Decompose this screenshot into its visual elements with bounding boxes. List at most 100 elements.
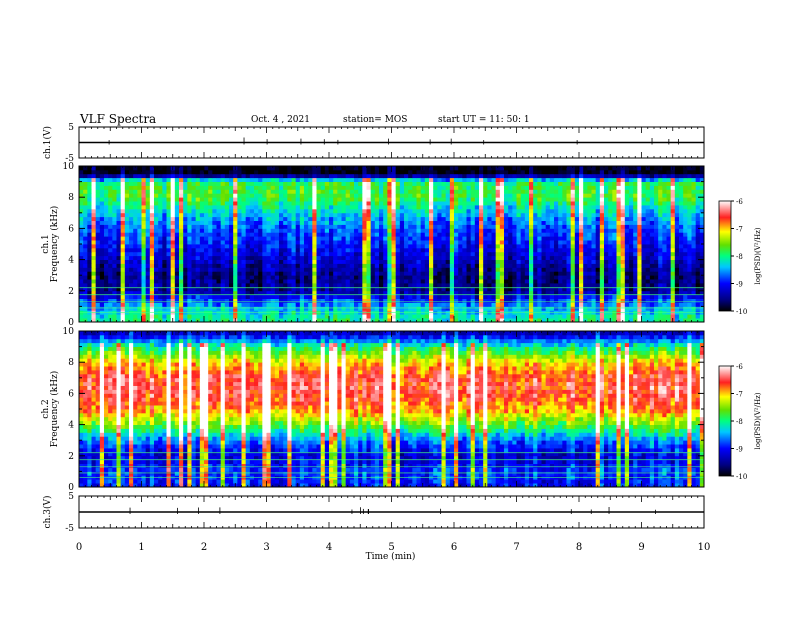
spectrogram-cell [279,264,284,268]
spectrogram-cell [308,256,313,260]
spectrogram-cell [300,279,305,283]
spectrogram-cell [671,209,676,213]
spectrogram-cell [262,279,267,283]
spectrogram-cell [171,314,176,318]
spectrogram-cell [646,283,651,287]
spectrogram-cell [425,209,430,213]
spectrogram-cell [108,283,113,287]
spectrogram-cell [412,275,417,279]
spectrogram-cell [279,213,284,217]
spectrogram-cell [546,295,551,299]
spectrogram-cell [183,201,188,205]
spectrogram-cell [458,279,463,283]
spectrogram-cell [396,217,401,221]
spectrogram-cell [117,201,122,205]
spectrogram-cell [300,256,305,260]
spectrogram-cell [500,228,505,232]
spectrogram-cell [533,197,538,201]
spectrogram-cell [479,217,484,221]
spectrogram-cell [483,252,488,256]
spectrogram-cell [483,232,488,236]
spectrogram-cell [83,209,88,213]
spectrogram-cell [229,252,234,256]
spectrogram-cell [283,267,288,271]
spectrogram-cell [433,228,438,232]
spectrogram-cell [583,314,588,318]
spectrogram-cell [450,201,455,205]
spectrogram-cell [554,197,559,201]
spectrogram-cell [383,209,388,213]
spectrogram-cell [175,213,180,217]
spectrogram-cell [642,314,647,318]
spectrogram-cell [158,225,163,229]
spectrogram-cell [375,201,380,205]
spectrogram-cell [500,264,505,268]
spectrogram-cell [221,201,226,205]
spectrogram-cell [225,236,230,240]
spectrogram-cell [333,271,338,275]
spectrogram-cell [433,252,438,256]
spectrogram-cell [112,201,117,205]
spectrogram-cell [492,197,497,201]
spectrogram-cell [129,240,134,244]
spectrogram-cell [629,232,634,236]
spectrogram-cell [646,248,651,252]
spectrogram-cell [504,232,509,236]
spectrogram-cell [367,213,372,217]
spectrogram-cell [117,244,122,248]
spectrogram-cell [608,303,613,307]
spectrogram-cell [621,303,626,307]
spectrogram-cell [304,299,309,303]
spectrogram-cell [646,279,651,283]
spectrogram-cell [525,279,530,283]
spectrogram-cell [692,303,697,307]
spectrogram-cell [146,314,151,318]
spectrogram-cell [454,303,459,307]
spectrogram-cell [558,279,563,283]
spectrogram-cell [254,244,259,248]
spectrogram-cell [517,299,522,303]
spectrogram-cell [587,232,592,236]
spectrogram-cell [292,236,297,240]
spectrogram-cell [679,213,684,217]
spectrogram-cell [521,256,526,260]
spectrogram-cell [450,256,455,260]
spectrogram-cell [262,221,267,225]
spectrogram-cell [617,303,622,307]
spectrogram-cell [633,256,638,260]
spectrogram-cell [125,279,130,283]
spectrogram-cell [658,283,663,287]
spectrogram-cell [396,260,401,264]
spectrogram-cell [637,205,642,209]
spectrogram-cell [446,299,451,303]
spectrogram-cell [292,221,297,225]
spectrogram-cell [358,225,363,229]
spectrogram-cell [475,225,480,229]
spectrogram-cell [396,221,401,225]
spectrogram-cell [279,279,284,283]
spectrogram-cell [308,295,313,299]
spectrogram-cell [154,271,159,275]
spectrogram-cell [417,260,422,264]
spectrogram-cell [96,228,101,232]
spectrogram-cell [504,248,509,252]
spectrogram-cell [321,252,326,256]
spectrogram-cell [167,283,172,287]
spectrogram-cell [104,213,109,217]
spectrogram-cell [537,244,542,248]
spectrogram-cell [337,283,342,287]
spectrogram-cell [450,271,455,275]
spectrogram-cell [562,314,567,318]
spectrogram-cell [321,306,326,310]
spectrogram-cell [333,244,338,248]
spectrogram-cell [479,221,484,225]
spectrogram-cell [650,256,655,260]
spectrogram-cell [458,213,463,217]
spectrogram-cell [637,283,642,287]
spectrogram-cell [608,217,613,221]
spectrogram-cell [246,248,251,252]
spectrogram-cell [500,256,505,260]
spectrogram-cell [87,264,92,268]
spectrogram-cell [242,279,247,283]
spectrogram-cell [392,314,397,318]
